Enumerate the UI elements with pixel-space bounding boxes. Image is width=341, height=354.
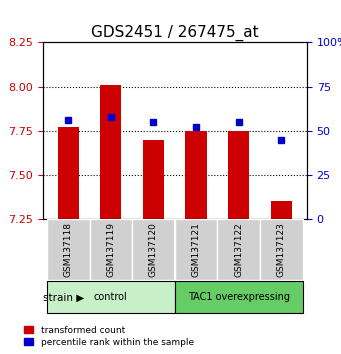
Legend: transformed count, percentile rank within the sample: transformed count, percentile rank withi… [21,323,196,349]
Bar [58,127,79,219]
FancyBboxPatch shape [175,281,303,313]
Text: TAC1 overexpressing: TAC1 overexpressing [188,292,290,302]
Text: GSM137118: GSM137118 [64,222,73,277]
Bar [100,85,121,219]
Text: control: control [94,292,128,302]
FancyBboxPatch shape [132,219,175,280]
FancyBboxPatch shape [47,219,90,280]
Bar [228,131,249,219]
Text: strain ▶: strain ▶ [43,292,85,302]
Text: GSM137123: GSM137123 [277,222,286,277]
FancyBboxPatch shape [175,219,218,280]
Text: GSM137120: GSM137120 [149,222,158,277]
FancyBboxPatch shape [90,219,132,280]
Title: GDS2451 / 267475_at: GDS2451 / 267475_at [91,25,258,41]
FancyBboxPatch shape [47,281,175,313]
FancyBboxPatch shape [260,219,303,280]
Bar [271,201,292,219]
FancyBboxPatch shape [218,219,260,280]
Bar [143,139,164,219]
Text: GSM137121: GSM137121 [192,222,201,277]
Text: GSM137119: GSM137119 [106,222,115,277]
Text: GSM137122: GSM137122 [234,222,243,277]
Bar [186,131,207,219]
